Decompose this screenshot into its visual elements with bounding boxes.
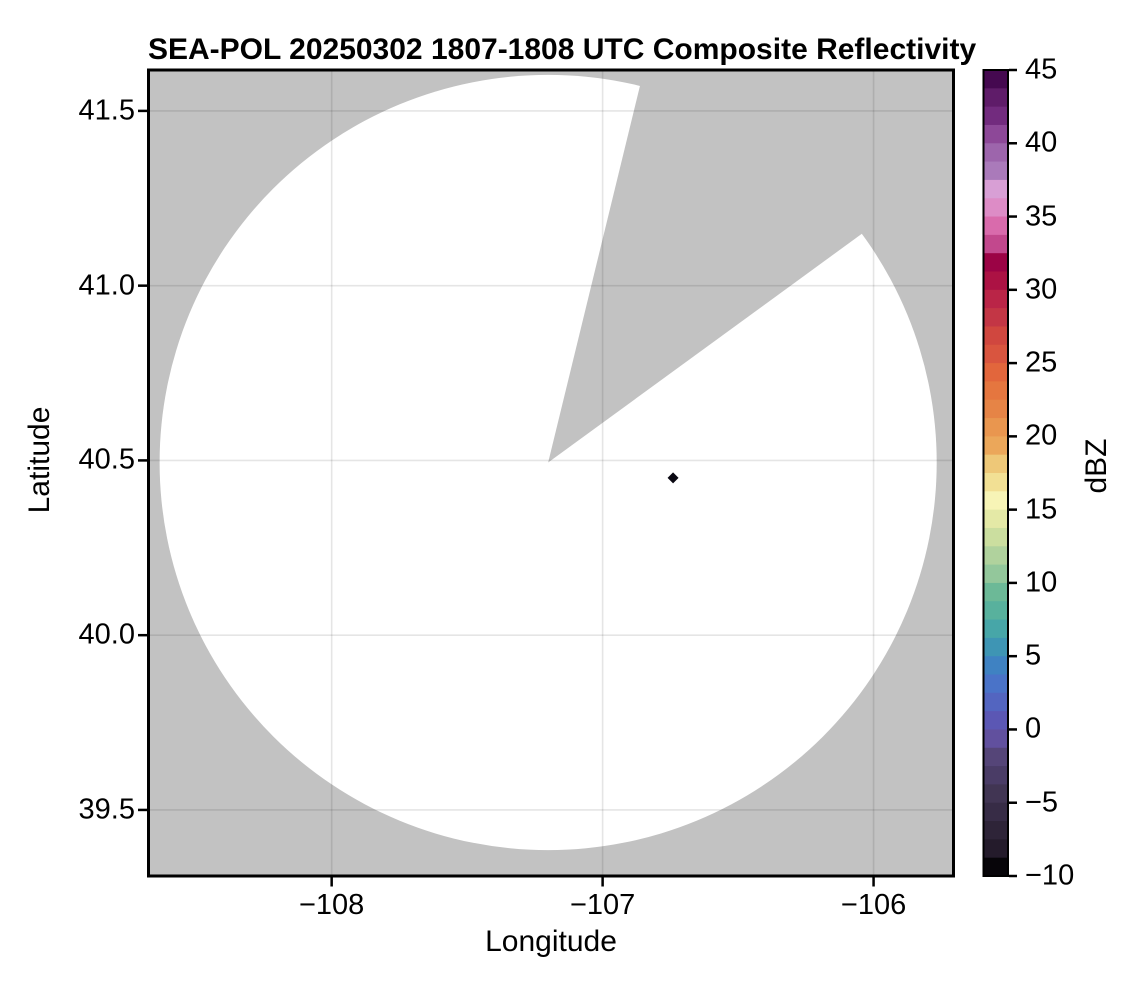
colorbar-band (983, 289, 1008, 309)
colorbar-band (983, 784, 1008, 804)
colorbar-band (983, 729, 1008, 749)
colorbar-frame (982, 69, 1009, 877)
colorbar-band (983, 326, 1008, 346)
plot-frame (147, 68, 955, 878)
colorbar-band (983, 381, 1008, 401)
y-tick-label: 41.0 (78, 269, 135, 302)
colorbar-tick-label: 5 (1025, 639, 1042, 672)
colorbar-tick-label: 45 (1025, 53, 1058, 86)
colorbar-band (983, 692, 1008, 712)
colorbar-band (983, 674, 1008, 694)
colorbar-band (983, 564, 1008, 584)
colorbar-band (983, 363, 1008, 383)
colorbar-tick-label: −5 (1025, 786, 1059, 819)
colorbar-band (983, 637, 1008, 657)
x-axis-label: Longitude (485, 925, 617, 958)
colorbar-band (983, 70, 1008, 90)
x-tick-label: −107 (569, 889, 636, 921)
colorbar-tick-label: 30 (1025, 273, 1058, 306)
colorbar-band (983, 491, 1008, 511)
colorbar-band (983, 802, 1008, 822)
colorbar-band (983, 473, 1008, 493)
colorbar-band (983, 124, 1008, 144)
colorbar-band (983, 161, 1008, 181)
colorbar-tick-label: 15 (1025, 493, 1058, 526)
echo-marker (667, 472, 679, 484)
colorbar-label: dBZ (1080, 438, 1113, 494)
colorbar-band (983, 308, 1008, 328)
colorbar-band (983, 857, 1008, 877)
colorbar-band (983, 619, 1008, 639)
y-tick-label: 41.5 (78, 94, 135, 127)
colorbar-band (983, 253, 1008, 273)
colorbar-band (983, 344, 1008, 364)
colorbar-band (983, 399, 1008, 419)
colorbar-band (983, 216, 1008, 236)
colorbar-band (983, 234, 1008, 254)
colorbar-tick-label: 25 (1025, 346, 1058, 379)
colorbar-tick-label: 40 (1025, 126, 1058, 159)
colorbar-band (983, 582, 1008, 602)
plot-title: SEA-POL 20250302 1807-1808 UTC Composite… (148, 33, 977, 66)
colorbar-band (983, 106, 1008, 126)
x-tick-label: −106 (840, 889, 907, 921)
colorbar-band (983, 546, 1008, 566)
colorbar-band (983, 839, 1008, 859)
colorbar-tick-label: −10 (1025, 859, 1075, 892)
colorbar-band (983, 711, 1008, 731)
colorbar-tick-label: 20 (1025, 419, 1058, 452)
colorbar-band (983, 179, 1008, 199)
colorbar-band (983, 454, 1008, 474)
colorbar-band (983, 509, 1008, 529)
y-axis-label: Latitude (23, 406, 56, 514)
colorbar-band (983, 656, 1008, 676)
colorbar-band (983, 821, 1008, 841)
colorbar-tick-label: 10 (1025, 566, 1058, 599)
x-tick-label: −108 (298, 889, 365, 921)
blocked-sector-wedge (548, 70, 954, 463)
colorbar-band (983, 527, 1008, 547)
colorbar-tick-label: 0 (1025, 712, 1042, 745)
colorbar-band (983, 198, 1008, 218)
colorbar-band (983, 271, 1008, 291)
colorbar-band (983, 88, 1008, 108)
y-tick-label: 40.5 (78, 443, 135, 476)
colorbar-tick-label: 35 (1025, 200, 1058, 233)
colorbar-band (983, 766, 1008, 786)
colorbar-band (983, 601, 1008, 621)
colorbar-band (983, 747, 1008, 767)
colorbar-band (983, 436, 1008, 456)
y-tick-label: 39.5 (78, 793, 135, 826)
map-layers (148, 70, 954, 876)
colorbar-band (983, 418, 1008, 438)
colorbar-band (983, 143, 1008, 163)
y-tick-label: 40.0 (78, 618, 135, 651)
